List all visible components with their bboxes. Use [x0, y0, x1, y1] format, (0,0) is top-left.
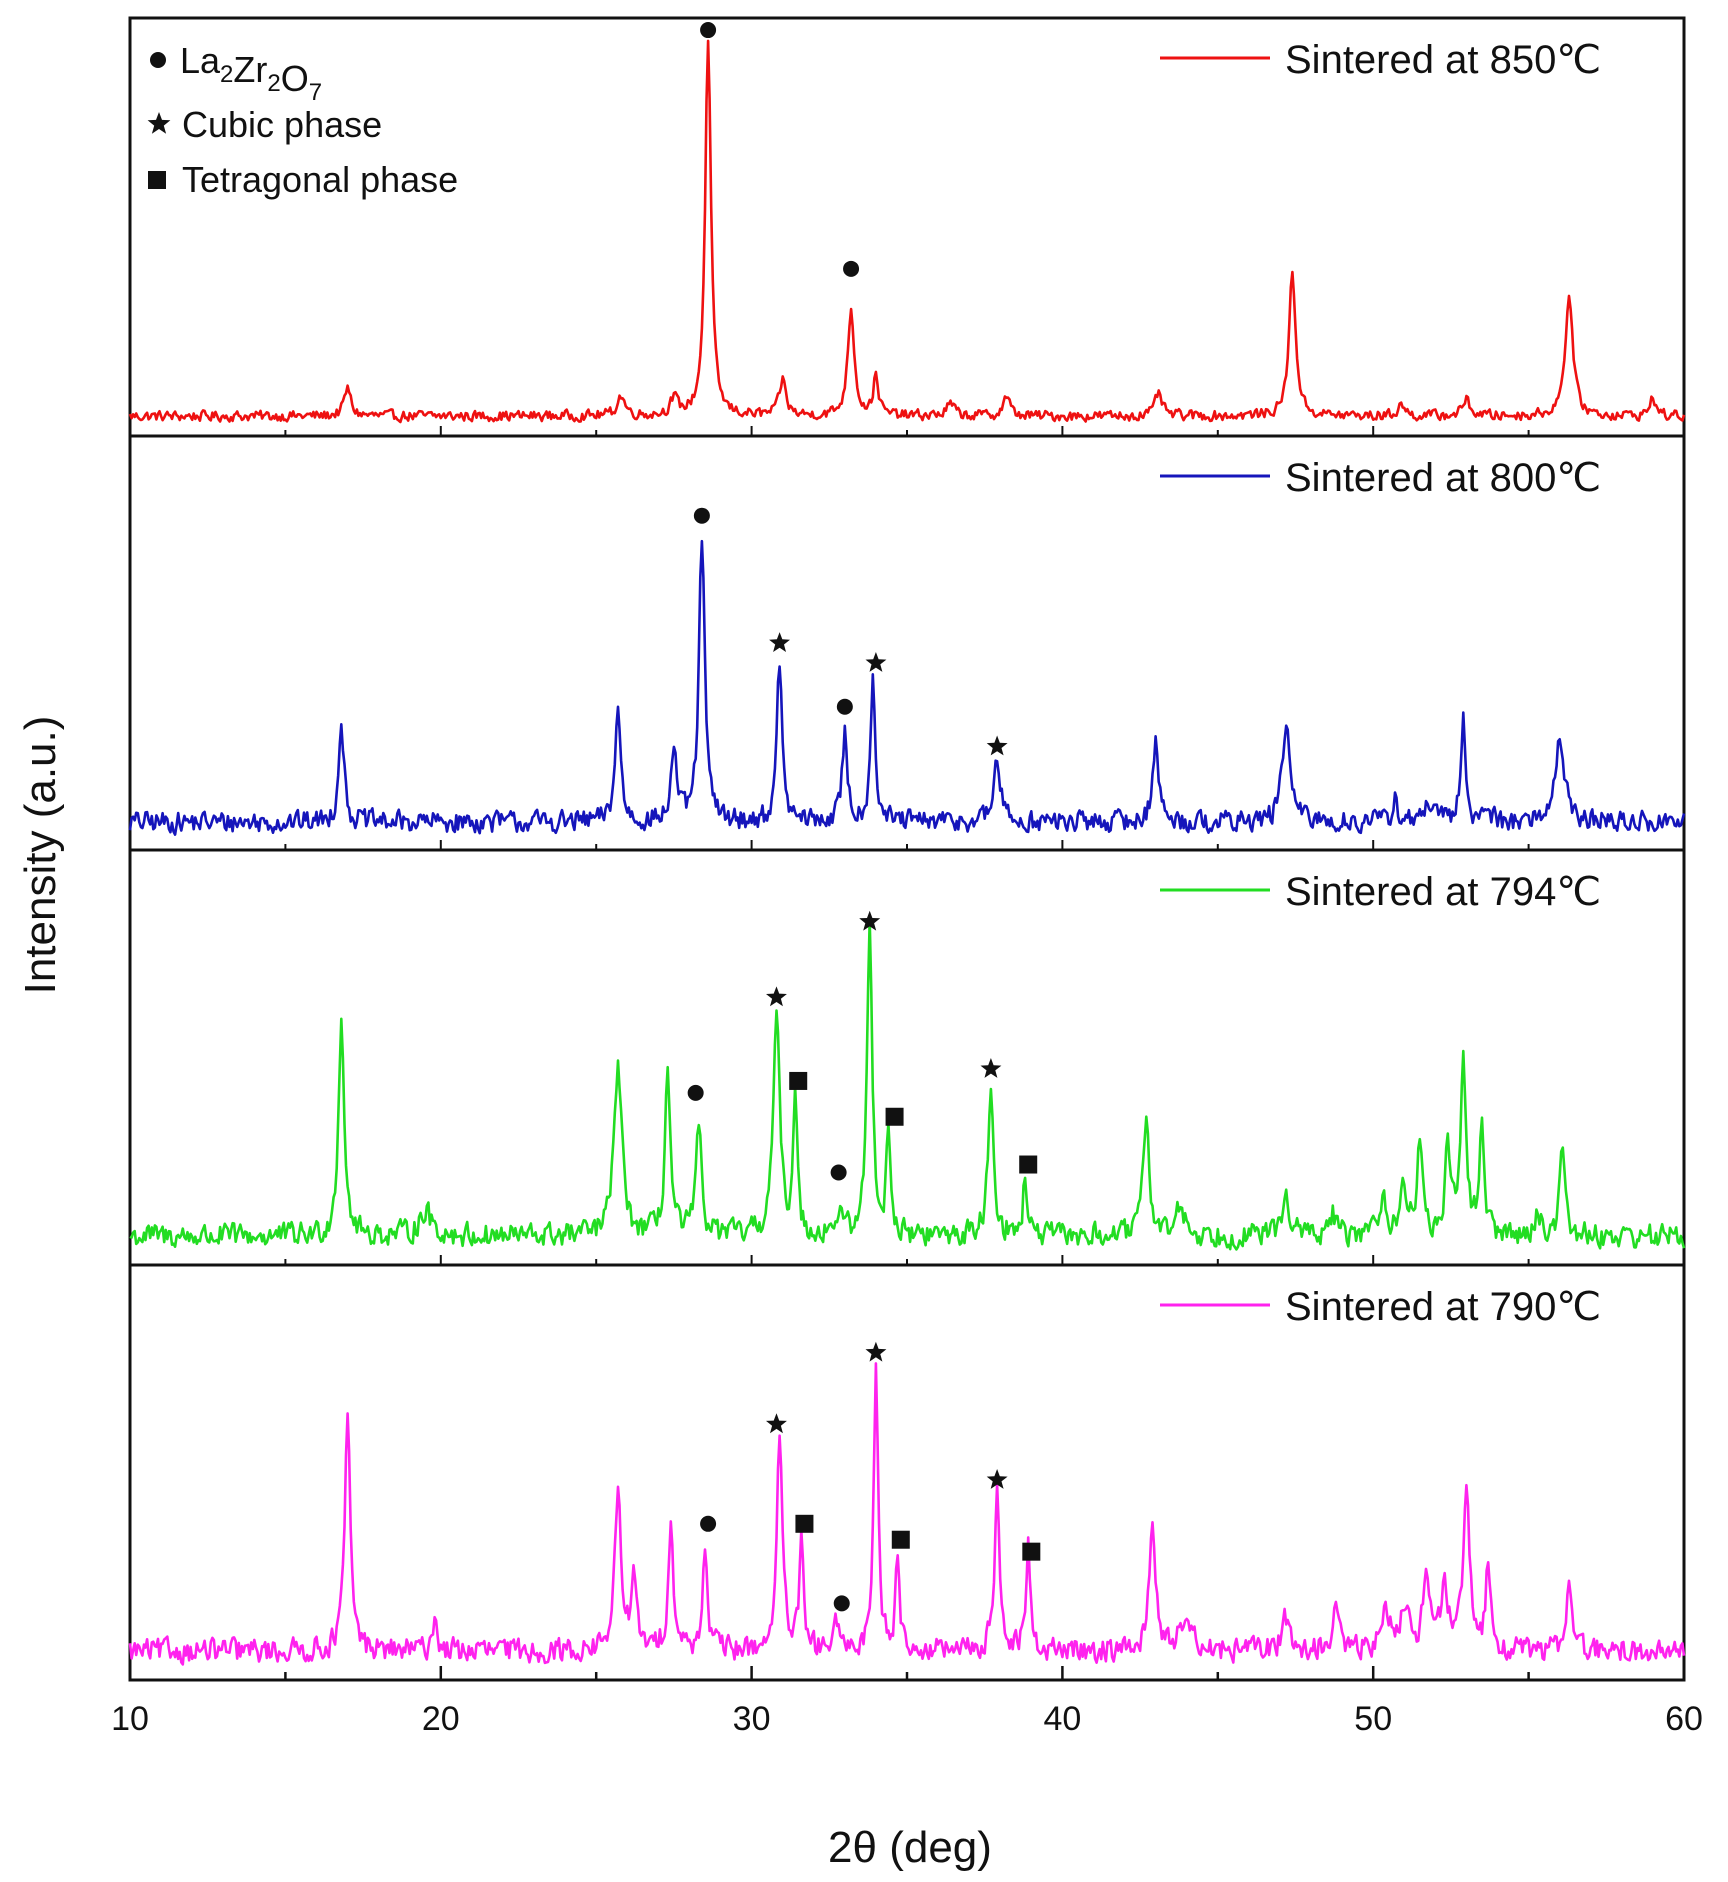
legend-label: Sintered at 790℃ [1285, 1285, 1601, 1329]
formula-subscript: 7 [309, 79, 322, 106]
marker-legend: La2Zr2O7 Cubic phase Tetragonal phase [147, 40, 458, 200]
legend-label: Sintered at 800℃ [1285, 456, 1601, 500]
tetragonal-phase-marker [1022, 1542, 1041, 1561]
formula-element: La [180, 40, 221, 81]
x-tick-label: 30 [733, 1700, 771, 1738]
x-tick-label: 20 [422, 1700, 460, 1738]
x-tick-label: 50 [1354, 1700, 1392, 1738]
tetragonal-phase-marker [891, 1530, 910, 1549]
legend-star-icon [147, 112, 171, 134]
tetragonal-phase-marker [1019, 1155, 1038, 1174]
legend-cubic-label: Cubic phase [182, 104, 382, 145]
x-tick-label: 10 [111, 1700, 149, 1738]
x-axis: 10 20 30 40 50 60 [111, 426, 1703, 1738]
formula-subscript: 2 [267, 70, 280, 97]
cubic-phase-marker [980, 1058, 1002, 1078]
legend-formula-label: La2Zr2O7 [180, 40, 322, 106]
cubic-phase-marker [859, 910, 881, 931]
legends-group: Sintered at 850℃ Sintered at 800℃ Sintered… [1160, 38, 1601, 1329]
series-line [128, 39, 1686, 424]
la2zr2o7-marker [687, 1084, 704, 1101]
series-line [129, 918, 1686, 1251]
x-axis-label: 2θ (deg) [828, 1823, 992, 1872]
series-line [128, 539, 1686, 836]
legend-tetragonal-label: Tetragonal phase [182, 159, 458, 200]
cubic-phase-marker [865, 1341, 887, 1362]
tetragonal-phase-marker [789, 1071, 808, 1090]
cubic-phase-marker [986, 1469, 1008, 1489]
cubic-phase-marker [766, 986, 787, 1007]
formula-element: O [281, 58, 309, 99]
la2zr2o7-marker [833, 1595, 850, 1612]
la2zr2o7-marker [836, 698, 853, 715]
la2zr2o7-marker [830, 1164, 847, 1181]
la2zr2o7-marker [693, 507, 710, 524]
legend-square-icon [148, 171, 166, 189]
formula-element: Zr [233, 49, 267, 90]
legend-label: Sintered at 850℃ [1285, 38, 1601, 82]
la2zr2o7-marker [700, 22, 717, 39]
peak-markers-group [687, 22, 1041, 1612]
cubic-phase-marker [769, 632, 790, 652]
cubic-phase-marker [986, 735, 1008, 756]
legend-circle-icon [150, 52, 166, 68]
tetragonal-phase-marker [795, 1514, 814, 1533]
formula-subscript: 2 [220, 61, 233, 88]
y-axis-label: Intensity (a.u.) [16, 716, 65, 995]
x-tick-label: 40 [1043, 1700, 1081, 1738]
legend-label: Sintered at 794℃ [1285, 870, 1601, 914]
cubic-phase-marker [865, 652, 887, 672]
x-tick-label: 60 [1665, 1700, 1703, 1738]
la2zr2o7-marker [700, 1515, 717, 1532]
traces-group [128, 39, 1686, 1666]
series-line [128, 1362, 1686, 1666]
tetragonal-phase-marker [885, 1107, 904, 1126]
la2zr2o7-marker [843, 260, 860, 277]
cubic-phase-marker [766, 1413, 787, 1434]
